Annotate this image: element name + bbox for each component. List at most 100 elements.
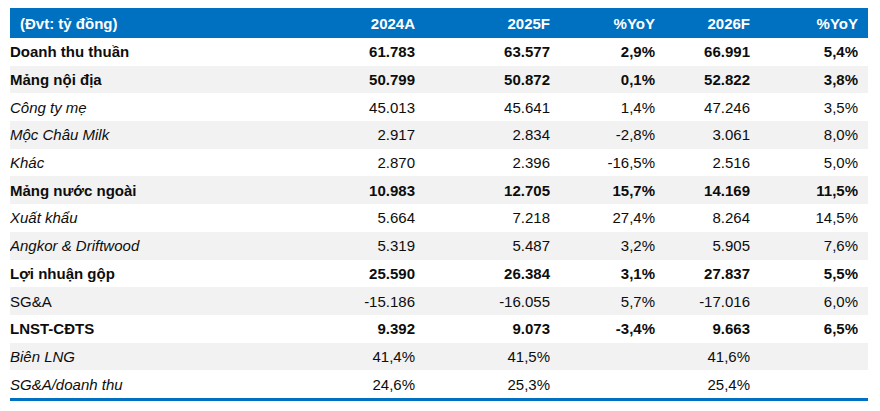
table-row: Lợi nhuận gộp25.59026.3843,1%27.8375,5% bbox=[10, 260, 868, 288]
table-row: Mộc Châu Milk2.9172.834-2,8%3.0618,0% bbox=[10, 121, 868, 149]
table-row: Angkor & Driftwood5.3195.4873,2%5.9057,6… bbox=[10, 232, 868, 260]
row-label-cell: Xuất khẩu bbox=[10, 204, 360, 232]
value-cell: 3,2% bbox=[560, 232, 665, 260]
value-cell: 2.917 bbox=[360, 121, 425, 149]
row-label-cell: SG&A bbox=[10, 287, 360, 315]
value-cell: 52.822 bbox=[665, 66, 760, 94]
table-row: Xuất khẩu5.6647.21827,4%8.26414,5% bbox=[10, 204, 868, 232]
value-cell: 5,7% bbox=[560, 287, 665, 315]
table-row: LNST-CĐTS9.3929.073-3,4%9.6636,5% bbox=[10, 315, 868, 343]
header-row: (Đvt: tỷ đồng) 2024A 2025F %YoY 2026F %Y… bbox=[10, 8, 868, 38]
value-cell: 9.392 bbox=[360, 315, 425, 343]
financial-table-container: (Đvt: tỷ đồng) 2024A 2025F %YoY 2026F %Y… bbox=[10, 8, 868, 401]
value-cell: 2.870 bbox=[360, 149, 425, 177]
value-cell: 12.705 bbox=[425, 176, 560, 204]
value-cell: 6,5% bbox=[760, 315, 868, 343]
value-cell: 50.799 bbox=[360, 66, 425, 94]
row-label-cell: Angkor & Driftwood bbox=[10, 232, 360, 260]
value-cell: 5,0% bbox=[760, 149, 868, 177]
value-cell: 26.384 bbox=[425, 260, 560, 288]
table-row: Mảng nội địa50.79950.8720,1%52.8223,8% bbox=[10, 66, 868, 94]
value-cell: 8.264 bbox=[665, 204, 760, 232]
value-cell: 2.834 bbox=[425, 121, 560, 149]
table-row: SG&A-15.186-16.0555,7%-17.0166,0% bbox=[10, 287, 868, 315]
column-header-yoy-2: %YoY bbox=[760, 8, 868, 38]
value-cell: -15.186 bbox=[360, 287, 425, 315]
value-cell: 50.872 bbox=[425, 66, 560, 94]
value-cell: 10.983 bbox=[360, 176, 425, 204]
table-row: Biên LNG41,4%41,5% 41,6% bbox=[10, 343, 868, 371]
value-cell: 9.073 bbox=[425, 315, 560, 343]
row-label-cell: Mảng nội địa bbox=[10, 66, 360, 94]
value-cell: 3,8% bbox=[760, 66, 868, 94]
value-cell: 5,5% bbox=[760, 260, 868, 288]
value-cell: 7,6% bbox=[760, 232, 868, 260]
value-cell bbox=[760, 370, 868, 399]
value-cell: 3.061 bbox=[665, 121, 760, 149]
value-cell: 5.905 bbox=[665, 232, 760, 260]
value-cell: 41,4% bbox=[360, 343, 425, 371]
value-cell bbox=[560, 343, 665, 371]
value-cell: 2,9% bbox=[560, 38, 665, 66]
value-cell: 0,1% bbox=[560, 66, 665, 94]
table-row: Mảng nước ngoài10.98312.70515,7%14.16911… bbox=[10, 176, 868, 204]
value-cell: 5,4% bbox=[760, 38, 868, 66]
value-cell: 11,5% bbox=[760, 176, 868, 204]
row-label-cell: Mộc Châu Milk bbox=[10, 121, 360, 149]
value-cell: -3,4% bbox=[560, 315, 665, 343]
value-cell: 15,7% bbox=[560, 176, 665, 204]
value-cell: 24,6% bbox=[360, 370, 425, 399]
unit-header-cell: (Đvt: tỷ đồng) bbox=[10, 8, 360, 38]
value-cell: 14.169 bbox=[665, 176, 760, 204]
row-label-cell: Lợi nhuận gộp bbox=[10, 260, 360, 288]
value-cell: 66.991 bbox=[665, 38, 760, 66]
value-cell: 45.641 bbox=[425, 93, 560, 121]
value-cell: 5.319 bbox=[360, 232, 425, 260]
value-cell: 41,5% bbox=[425, 343, 560, 371]
value-cell: 27.837 bbox=[665, 260, 760, 288]
value-cell: 5.487 bbox=[425, 232, 560, 260]
value-cell: 25,4% bbox=[665, 370, 760, 399]
value-cell: 47.246 bbox=[665, 93, 760, 121]
value-cell: 2.516 bbox=[665, 149, 760, 177]
value-cell: 7.218 bbox=[425, 204, 560, 232]
row-label-cell: SG&A/doanh thu bbox=[10, 370, 360, 399]
value-cell: -16.055 bbox=[425, 287, 560, 315]
value-cell: 1,4% bbox=[560, 93, 665, 121]
table-row: Doanh thu thuần61.78363.5772,9%66.9915,4… bbox=[10, 38, 868, 66]
value-cell: -16,5% bbox=[560, 149, 665, 177]
table-row: SG&A/doanh thu24,6%25,3% 25,4% bbox=[10, 370, 868, 399]
value-cell: 6,0% bbox=[760, 287, 868, 315]
column-header-yoy-1: %YoY bbox=[560, 8, 665, 38]
value-cell: 2.396 bbox=[425, 149, 560, 177]
value-cell: 3,5% bbox=[760, 93, 868, 121]
value-cell: 3,1% bbox=[560, 260, 665, 288]
value-cell: 41,6% bbox=[665, 343, 760, 371]
value-cell: 25,3% bbox=[425, 370, 560, 399]
column-header-2026f: 2026F bbox=[665, 8, 760, 38]
row-label-cell: Doanh thu thuần bbox=[10, 38, 360, 66]
table-body: Doanh thu thuần61.78363.5772,9%66.9915,4… bbox=[10, 38, 868, 399]
column-header-2024a: 2024A bbox=[360, 8, 425, 38]
value-cell: 5.664 bbox=[360, 204, 425, 232]
value-cell: -17.016 bbox=[665, 287, 760, 315]
value-cell: 8,0% bbox=[760, 121, 868, 149]
row-label-cell: Công ty mẹ bbox=[10, 93, 360, 121]
value-cell: 45.013 bbox=[360, 93, 425, 121]
value-cell: 14,5% bbox=[760, 204, 868, 232]
value-cell: 9.663 bbox=[665, 315, 760, 343]
value-cell: 27,4% bbox=[560, 204, 665, 232]
value-cell: -2,8% bbox=[560, 121, 665, 149]
value-cell bbox=[560, 370, 665, 399]
value-cell: 63.577 bbox=[425, 38, 560, 66]
value-cell bbox=[760, 343, 868, 371]
value-cell: 61.783 bbox=[360, 38, 425, 66]
row-label-cell: Biên LNG bbox=[10, 343, 360, 371]
table-row: Công ty mẹ45.01345.6411,4%47.2463,5% bbox=[10, 93, 868, 121]
table-row: Khác2.8702.396-16,5%2.5165,0% bbox=[10, 149, 868, 177]
financial-table: (Đvt: tỷ đồng) 2024A 2025F %YoY 2026F %Y… bbox=[10, 8, 868, 401]
row-label-cell: LNST-CĐTS bbox=[10, 315, 360, 343]
value-cell: 25.590 bbox=[360, 260, 425, 288]
column-header-2025f: 2025F bbox=[425, 8, 560, 38]
row-label-cell: Mảng nước ngoài bbox=[10, 176, 360, 204]
